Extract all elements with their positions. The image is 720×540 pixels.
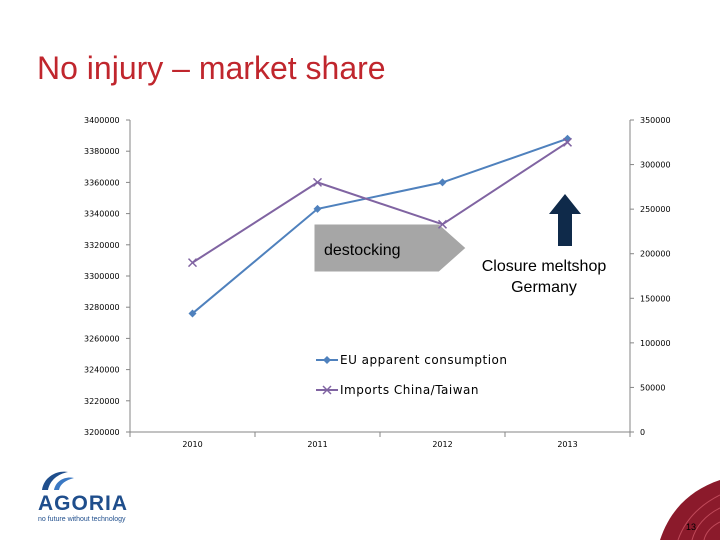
slide-title: No injury – market share <box>37 50 386 86</box>
series-0-point <box>188 309 197 318</box>
closure-up-arrow <box>549 194 581 246</box>
series-1-point <box>437 219 448 229</box>
x-axis-tick-label: 2013 <box>557 440 577 449</box>
left-axis-tick-label: 3280000 <box>84 303 120 312</box>
legend: EU apparent consumption Imports China/Ta… <box>316 353 508 397</box>
right-y-axis: 350000 300000 250000 200000 150000 100000 5000… <box>629 116 671 437</box>
left-axis-tick-label: 3380000 <box>84 147 120 156</box>
right-axis-tick-label: 300000 <box>640 161 671 170</box>
right-axis-tick-label: 50000 <box>640 383 665 392</box>
legend-item-imports: Imports China/Taiwan <box>316 383 479 397</box>
right-axis-tick-label: 250000 <box>640 205 671 214</box>
x-axis-tick-label: 2010 <box>182 440 202 449</box>
right-axis-tick-label: 150000 <box>640 294 671 303</box>
left-axis-tick-label: 3400000 <box>84 116 120 125</box>
series-line-0 <box>191 137 568 315</box>
right-axis-tick-label: 100000 <box>640 339 671 348</box>
left-axis-tick-label: 3260000 <box>84 334 120 343</box>
closure-label-line2: Germany <box>511 279 577 296</box>
right-axis-tick-label: 0 <box>640 428 645 437</box>
left-axis-tick-label: 3320000 <box>84 241 120 250</box>
left-axis-tick-label: 3220000 <box>84 397 120 406</box>
legend-marker-imports <box>322 385 332 395</box>
series-layer <box>187 134 573 318</box>
agoria-emblem-icon <box>42 471 74 490</box>
right-axis-tick-label: 200000 <box>640 250 671 259</box>
destocking-arrow: destocking <box>313 223 467 273</box>
x-axis-tick-label: 2011 <box>307 440 327 449</box>
page-number: 13 <box>685 522 696 532</box>
series-1-point <box>562 137 573 147</box>
left-y-axis: 3400000 3380000 3360000 3340000 3320000 33000… <box>84 116 131 437</box>
closure-label-line1: Closure meltshop <box>482 258 607 275</box>
series-1-point <box>312 177 323 187</box>
series-1-point <box>187 258 198 268</box>
legend-label-imports: Imports China/Taiwan <box>340 383 479 397</box>
logo-tagline: no future without technology <box>38 516 126 523</box>
series-0-point <box>438 178 447 187</box>
corner-decoration <box>660 480 720 540</box>
x-axis: 2010 2011 2012 2013 <box>129 431 631 449</box>
left-axis-tick-label: 3240000 <box>84 366 120 375</box>
agoria-logo: AGORIA no future without technology <box>34 468 146 528</box>
left-axis-tick-label: 3360000 <box>84 178 120 187</box>
series-0-point <box>313 204 322 213</box>
right-axis-tick-label: 350000 <box>640 116 671 125</box>
left-axis-tick-label: 3300000 <box>84 272 120 281</box>
left-axis-tick-label: 3340000 <box>84 210 120 219</box>
legend-label-eu: EU apparent consumption <box>340 353 508 367</box>
destocking-label: destocking <box>324 242 401 259</box>
legend-marker-eu <box>323 356 331 364</box>
logo-wordmark: AGORIA <box>38 492 128 515</box>
left-axis-tick-label: 3200000 <box>84 428 120 437</box>
legend-item-eu: EU apparent consumption <box>316 353 508 367</box>
x-axis-tick-label: 2012 <box>432 440 452 449</box>
series-line-1 <box>191 141 569 264</box>
